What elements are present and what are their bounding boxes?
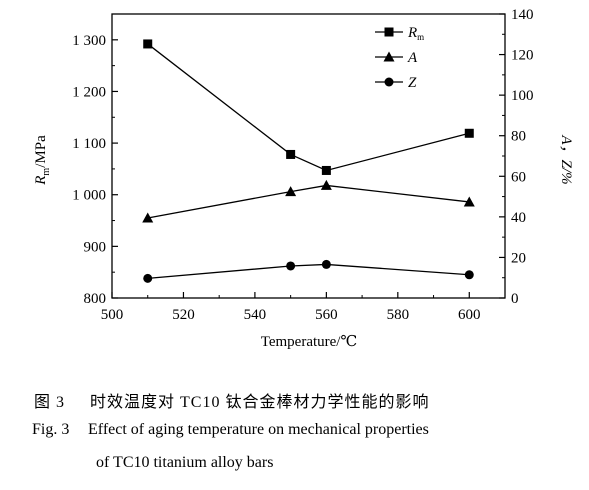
x-axis-title: Temperature/℃ [261,334,358,350]
y-left-tick-label-1300: 1 300 [72,33,106,49]
caption-chinese-text: 时效温度对 TC10 钛合金棒材力学性能的影响 [90,394,430,411]
x-tick-label-560: 560 [315,307,338,323]
series-line-Z [147,263,470,280]
y-right-tick-label-0: 0 [511,291,519,307]
series-point-Z-550 [286,261,296,271]
caption-english-line1: Fig. 3 Effect of aging temperature on mec… [32,421,429,439]
y-left-tick-label-900: 900 [84,239,107,255]
caption-english-text-1: Effect of aging temperature on mechanica… [88,421,429,438]
series-point-A-510 [142,212,154,223]
y-left-axis-title-unit: /MPa [33,135,49,168]
x-ticks: 500 520 540 560 580 600 [101,292,481,323]
series-point-A-600 [463,196,475,207]
x-tick-label-520: 520 [172,307,195,323]
series-point-R-600 [464,128,474,138]
y-left-axis-title: Rm/MPa [33,135,52,186]
x-tick-label-580: 580 [387,307,410,323]
legend-marker-Z [384,77,394,87]
y-right-tick-label-20: 20 [511,250,526,266]
legend-label-A: A [407,50,418,66]
caption-chinese-number: 图 3 [34,394,66,411]
caption-chinese: 图 3 时效温度对 TC10 钛合金棒材力学性能的影响 [34,388,429,412]
y-right-tick-label-140: 140 [511,7,534,23]
x-tick-label-500: 500 [101,307,124,323]
series-point-Z-510 [143,273,153,283]
y-right-tick-label-40: 40 [511,210,526,226]
y-left-tick-label-1100: 1 100 [72,136,106,152]
series-point-A-560 [320,179,332,190]
y-right-tick-label-100: 100 [511,88,534,104]
series-point-R-550 [286,149,296,159]
y-left-tick-label-1000: 1 000 [72,188,106,204]
series-point-Z-600 [464,270,474,280]
series-point-R-560 [321,165,331,175]
series-point-R-510 [143,39,153,49]
series-layer [142,39,475,283]
y-right-tick-label-60: 60 [511,169,526,185]
legend-marker-A [383,51,395,62]
y-left-ticks: 800 900 1 000 1 100 1 200 1 300 [72,33,118,307]
axes-frame [111,13,506,299]
legend: Rm AZ [375,25,424,91]
series-line-A [147,184,470,219]
series-point-A-550 [285,186,297,197]
y-right-tick-label-120: 120 [511,48,534,64]
x-tick-label-600: 600 [458,307,481,323]
plot-frame [111,13,506,299]
legend-marker-R [384,27,394,37]
caption-english-line2: of TC10 titanium alloy bars [96,454,274,471]
y-left-tick-label-1200: 1 200 [72,84,106,100]
series-line-R [147,43,470,172]
y-right-ticks: 0 20 40 60 80 100 120 140 [499,7,534,307]
legend-label-sub-R: m [417,32,424,42]
y-right-axis-title: A，Z/% [558,134,574,184]
series-point-Z-560 [321,259,331,269]
y-left-axis-title-sub: m [41,168,52,176]
y-right-tick-label-80: 80 [511,129,526,145]
legend-label-R: Rm [407,25,424,42]
y-left-tick-label-800: 800 [84,291,107,307]
caption-english-number: Fig. 3 [32,421,70,438]
legend-label-Z: Z [408,75,417,91]
x-tick-label-540: 540 [244,307,267,323]
y-left-axis-title-base: R [33,176,49,186]
